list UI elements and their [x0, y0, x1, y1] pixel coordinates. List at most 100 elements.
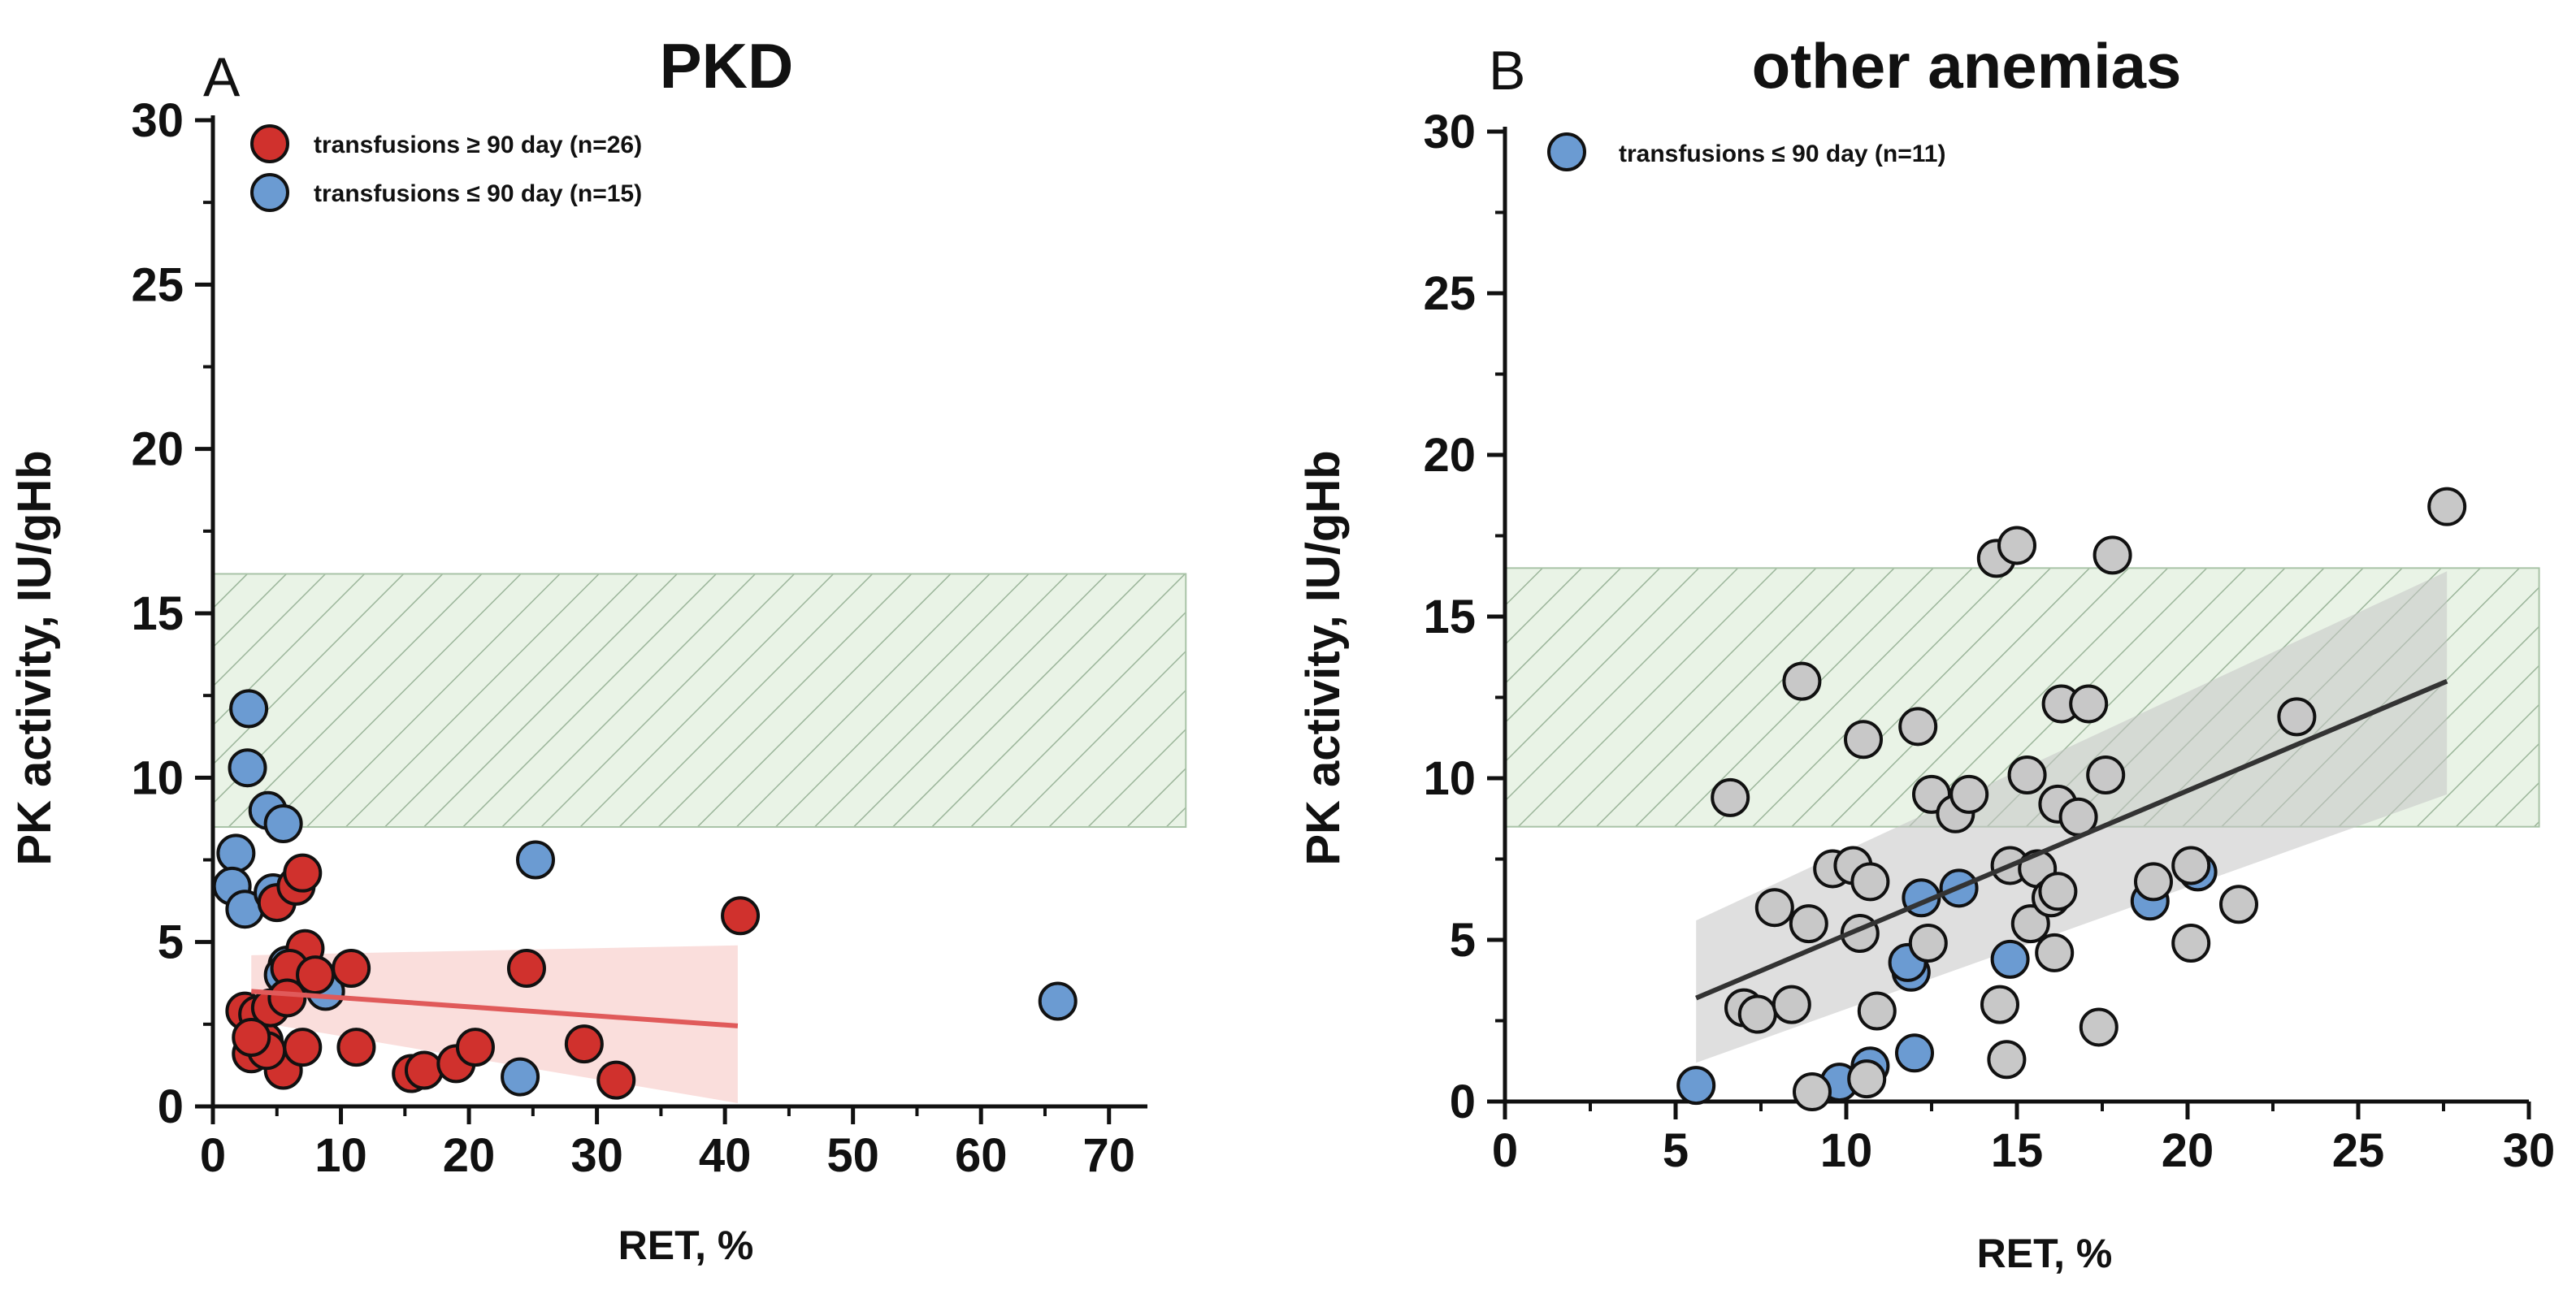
- panel-a-x-tick-label: 70: [1082, 1129, 1135, 1182]
- panel-b-data-point: [2038, 872, 2078, 911]
- panel-b-data-point: [1793, 1072, 1832, 1112]
- panel-a-legend-marker-1: [250, 124, 289, 163]
- panel-b-data-point: [2171, 846, 2211, 885]
- panel-a-y-tick-label: 0: [158, 1080, 184, 1133]
- panel-b-data-point: [2277, 697, 2317, 737]
- panel-b-y-tick-label: 25: [1423, 267, 1476, 320]
- panel-b-data-point: [1711, 777, 1750, 817]
- panel-b-data-point: [1898, 707, 1938, 747]
- panel-a-data-point: [506, 949, 546, 989]
- panel-b-data-point: [2134, 862, 2173, 902]
- panel-b-y-tick-label: 0: [1450, 1076, 1476, 1128]
- panel-b-data-point: [2007, 755, 2047, 795]
- panel-a-data-point: [564, 1024, 604, 1064]
- panel-b: B other anemias PK activity, IU/gHb RET,…: [1297, 30, 2555, 1276]
- panel-b-data-point: [1949, 774, 1989, 814]
- panel-b-data-point: [2069, 684, 2109, 724]
- panel-b-x-tick-label: 5: [1663, 1124, 1689, 1177]
- panel-b-x-tick-label: 15: [1991, 1124, 2044, 1177]
- panel-a-data-point: [336, 1028, 376, 1067]
- panel-a-x-tick-label: 60: [955, 1129, 1008, 1182]
- panel-a-legend-marker-2: [250, 173, 289, 212]
- panel-a-x-axis-label: RET, %: [618, 1223, 754, 1268]
- panel-a-x-tick-label: 50: [826, 1129, 879, 1182]
- panel-b-y-tick-label: 20: [1423, 429, 1476, 482]
- panel-a-data-point: [232, 1018, 271, 1058]
- panel-a-y-tick-label: 15: [131, 587, 184, 640]
- panel-b-x-tick-label: 25: [2332, 1124, 2385, 1177]
- panel-a-data-point: [267, 978, 307, 1018]
- panel-b-data-point: [1980, 985, 2019, 1024]
- panel-a-reference-range: [212, 573, 1187, 829]
- panel-a-data-point: [721, 896, 761, 936]
- panel-a-data-point: [455, 1028, 495, 1067]
- panel-b-letter: B: [1489, 40, 1525, 102]
- panel-a-data-point: [283, 1028, 323, 1067]
- panel-a-regression-line: [251, 989, 739, 1028]
- panel-b-data-point: [2086, 755, 2126, 795]
- panel-a-x-tick-label: 0: [200, 1129, 226, 1182]
- panel-a-y-tick-label: 25: [131, 258, 184, 311]
- panel-b-data-point: [1844, 720, 1883, 760]
- panel-a-data-point: [229, 689, 269, 729]
- panel-b-data-point: [1737, 994, 1777, 1034]
- panel-b-data-point: [2219, 885, 2258, 924]
- panel-a-y-tick-label: 10: [131, 751, 184, 804]
- panel-b-data-point: [1850, 862, 1890, 902]
- panel-a-data-point: [1038, 981, 1078, 1021]
- panel-b-legend-label-1: transfusions ≤ 90 day (n=11): [1619, 141, 1945, 167]
- panel-a-data-point: [216, 833, 256, 873]
- panel-b-x-axis-label: RET, %: [1977, 1231, 2113, 1276]
- panel-a-y-axis-label: PK activity, IU/gHb: [8, 450, 61, 865]
- panel-b-x-tick-label: 30: [2503, 1124, 2556, 1177]
- panel-a-data-point: [404, 1050, 444, 1090]
- panel-b-data-point: [1847, 1059, 1887, 1099]
- panel-b-y-tick-label: 15: [1423, 591, 1476, 643]
- panel-b-data-point: [1772, 985, 1811, 1024]
- panel-a-data-point: [263, 803, 303, 843]
- panel-a-title: PKD: [660, 30, 794, 102]
- panel-a-legend-label-1: transfusions ≥ 90 day (n=26): [314, 132, 642, 158]
- panel-b-y-tick-label: 10: [1423, 752, 1476, 805]
- panel-a-data-point: [515, 840, 555, 880]
- panel-b-data-point: [1908, 923, 1948, 963]
- panel-a-data-point: [228, 748, 267, 788]
- panel-b-legend-marker-1: [1547, 132, 1586, 171]
- panel-b-title: other anemias: [1752, 30, 2182, 102]
- panel-b-data-point: [2171, 923, 2211, 963]
- panel-b-data-point: [2035, 933, 2075, 972]
- panel-b-data-point: [2092, 535, 2132, 575]
- panel-a-x-tick-label: 20: [443, 1129, 496, 1182]
- panel-b-data-point: [1990, 939, 2030, 979]
- panel-a-letter: A: [203, 46, 241, 108]
- panel-a: A PKD PK activity, IU/gHb RET, % 0 5 10 15 2…: [8, 30, 1187, 1268]
- panel-b-data-point: [2079, 1007, 2118, 1047]
- panel-a-x-tick-label: 30: [570, 1129, 623, 1182]
- panel-a-y-tick-label: 5: [158, 916, 184, 969]
- panel-b-data-point: [1789, 904, 1828, 944]
- panel-b-data-point: [1857, 991, 1897, 1031]
- panel-b-data-point: [2427, 487, 2467, 526]
- panel-a-y-tick-label: 30: [131, 94, 184, 147]
- panel-b-regression-line: [1695, 678, 2448, 1001]
- panel-b-data-point: [1754, 888, 1794, 928]
- panel-b-data-point: [1676, 1066, 1716, 1106]
- panel-a-data-point: [596, 1060, 636, 1100]
- panel-b-legend: transfusions ≤ 90 day (n=11): [1547, 132, 1945, 171]
- panel-b-y-tick-label: 30: [1423, 106, 1476, 158]
- panel-b-data-point: [2010, 904, 2050, 944]
- panel-b-x-tick-label: 20: [2162, 1124, 2214, 1177]
- panel-b-x-tick-label: 0: [1492, 1124, 1518, 1177]
- panel-b-data-point: [1782, 661, 1822, 701]
- panel-a-legend-label-2: transfusions ≤ 90 day (n=15): [314, 180, 642, 207]
- panel-b-x-tick-label: 10: [1820, 1124, 1873, 1177]
- panel-b-data-point: [1895, 1033, 1934, 1073]
- panel-a-x-tick-label: 40: [699, 1129, 752, 1182]
- panel-a-data-point: [283, 853, 323, 893]
- panel-b-y-axis-label: PK activity, IU/gHb: [1297, 450, 1350, 865]
- panel-a-legend: transfusions ≥ 90 day (n=26) transfusion…: [250, 124, 642, 212]
- panel-b-data-point: [1987, 1040, 2027, 1080]
- panel-b-y-tick-label: 5: [1450, 914, 1476, 967]
- panel-b-data-point: [1997, 526, 2036, 565]
